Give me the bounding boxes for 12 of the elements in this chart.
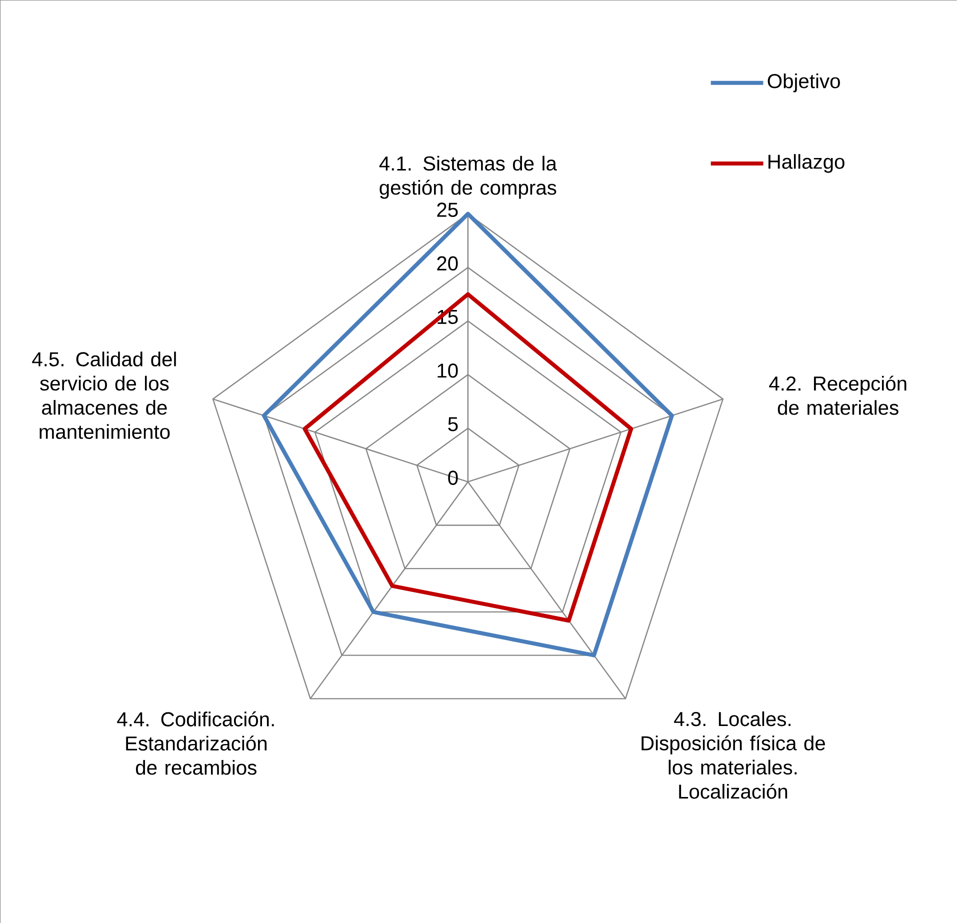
spoke-label: 4.1. Sistemas de la gestión de compras xyxy=(379,156,557,199)
spoke-label: 4.4. Codificación. Estandarización de recambios xyxy=(117,711,274,775)
legend-label: Objetivo xyxy=(768,73,840,92)
y-tick-label: 20 xyxy=(437,256,458,270)
spoke-label: 4.3. Locales. Disposición física de los materiales. Localización xyxy=(642,711,825,799)
y-tick-label: 5 xyxy=(448,416,458,432)
spoke-label: 4.2. Recepción de materiales xyxy=(769,375,906,415)
y-tick-label: 10 xyxy=(438,363,458,378)
spoke-label: 4.5. Calidad del servicio de los almacenes de mantenimiento xyxy=(32,351,176,439)
y-tick-label: 0 xyxy=(448,470,458,485)
legend-label: Hallazgo xyxy=(768,154,844,173)
y-tick-label: 25 xyxy=(437,202,458,217)
